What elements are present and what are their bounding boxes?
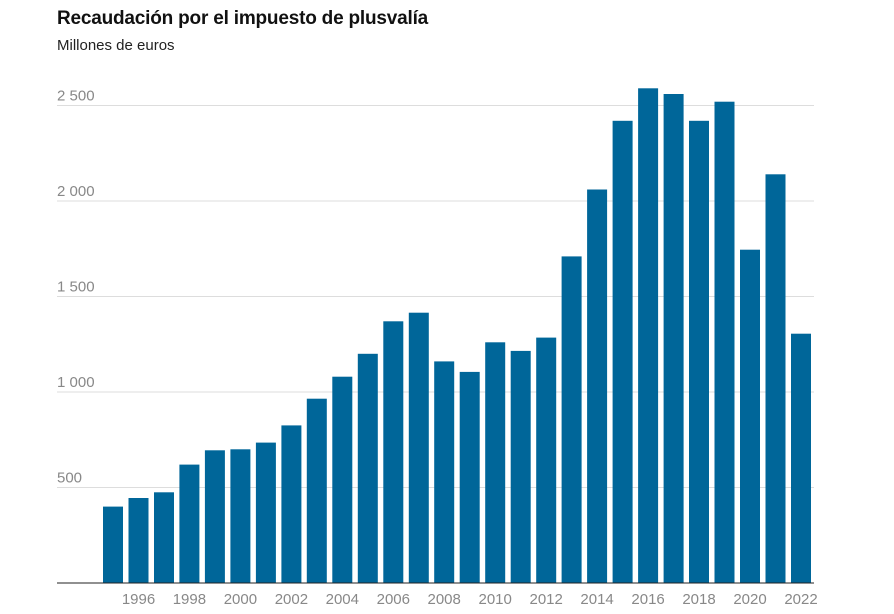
x-tick-label: 2012 [530, 591, 563, 608]
bar-2006 [383, 321, 404, 583]
bar-2002 [281, 425, 302, 583]
bar-2020 [740, 249, 760, 583]
bar-2018 [689, 120, 709, 584]
bar-2008 [434, 361, 455, 583]
y-tick-labels: 500 1 000 1 500 2 000 2 500 [57, 88, 95, 487]
bar-2001 [255, 442, 276, 583]
bar-2004 [332, 376, 353, 583]
bar-2003 [306, 398, 327, 583]
x-tick-labels: 1996 1998 2000 2002 2004 2006 2008 2010 2012 2014… [122, 591, 818, 608]
bar-2012 [536, 337, 557, 583]
x-tick-label: 2014 [580, 591, 613, 608]
x-tick-label: 2010 [479, 591, 512, 608]
bar-2009 [459, 371, 480, 583]
bar-2019 [714, 101, 735, 583]
y-tick-label: 1 500 [57, 279, 95, 296]
bar-2015 [612, 120, 633, 584]
x-tick-label: 1996 [122, 591, 155, 608]
x-tick-label: 2004 [326, 591, 359, 608]
x-tick-label: 2006 [377, 591, 410, 608]
chart-title: Recaudación por el impuesto de plusvalía [57, 8, 429, 29]
x-tick-label: 2008 [428, 591, 461, 608]
bar-2000 [230, 449, 251, 583]
bar-2010 [485, 342, 506, 583]
bars [103, 88, 811, 584]
y-tick-label: 2 500 [57, 88, 95, 105]
bar-1997 [154, 492, 174, 583]
bar-1996 [128, 498, 149, 583]
bar-2022 [791, 333, 811, 583]
bar-2016 [638, 88, 659, 584]
bar-2005 [357, 353, 378, 583]
bar-2013 [561, 256, 582, 583]
x-tick-label: 1998 [173, 591, 206, 608]
bar-2014 [587, 189, 608, 583]
y-tick-label: 500 [57, 470, 82, 487]
bar-2021 [765, 174, 786, 584]
y-tick-label: 2 000 [57, 183, 95, 200]
bar-1998 [179, 464, 200, 583]
bar-2007 [408, 312, 429, 583]
chart-subtitle: Millones de euros [57, 37, 175, 54]
y-tick-label: 1 000 [57, 374, 95, 391]
bar-1995 [103, 506, 123, 583]
bar-2011 [510, 350, 531, 583]
x-tick-label: 2002 [275, 591, 308, 608]
x-tick-label: 2018 [682, 591, 715, 608]
x-tick-label: 2020 [733, 591, 766, 608]
bar-1999 [204, 450, 225, 583]
x-tick-label: 2000 [224, 591, 257, 608]
x-tick-label: 2016 [631, 591, 664, 608]
x-tick-label: 2022 [784, 591, 817, 608]
bar-2017 [663, 94, 684, 583]
